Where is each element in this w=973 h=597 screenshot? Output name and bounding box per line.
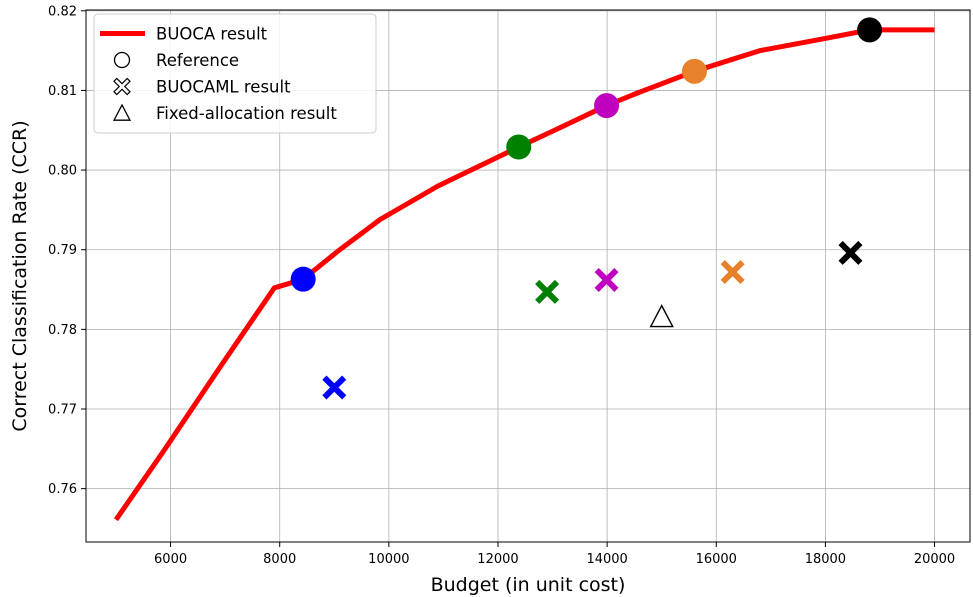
x-tick-label: 8000 [263, 552, 296, 567]
reference-point [857, 17, 883, 43]
legend-label: Fixed-allocation result [156, 104, 337, 123]
buocaml-point [720, 260, 745, 285]
reference-point [290, 266, 316, 292]
buocaml-point [322, 375, 347, 400]
y-tick-label: 0.79 [48, 243, 77, 258]
legend-circle-swatch [113, 51, 131, 69]
reference-point [594, 93, 620, 119]
x-tick-label: 10000 [368, 552, 409, 567]
grid-lines [86, 10, 970, 542]
legend-label: BUOCAML result [156, 78, 291, 97]
x-axis-label: Budget (in unit cost) [431, 574, 626, 596]
y-tick-label: 0.81 [48, 84, 77, 99]
y-axis-label: Correct Classification Rate (CCR) [9, 120, 31, 431]
y-tick-label: 0.78 [48, 323, 77, 338]
legend-x-swatch [113, 77, 131, 96]
reference-point [681, 58, 707, 84]
legend-box [93, 13, 377, 134]
x-axis-ticks: 6000 8000 10000 12000 14000 16000 18000 20000 [154, 542, 955, 567]
y-axis-ticks: 0.76 0.77 0.78 0.79 0.80 0.81 0.82 [48, 4, 86, 497]
buocaml-point [535, 279, 560, 304]
reference-point [506, 134, 532, 160]
x-tick-label: 6000 [154, 552, 187, 567]
x-tick-label: 14000 [586, 552, 627, 567]
y-tick-label: 0.82 [48, 4, 77, 19]
y-tick-label: 0.76 [48, 482, 77, 497]
legend-label: Reference [156, 51, 239, 70]
x-tick-label: 16000 [696, 552, 737, 567]
x-tick-label: 20000 [914, 552, 955, 567]
y-tick-label: 0.80 [48, 164, 77, 179]
plot-frame [85, 9, 971, 543]
legend-triangle-swatch [112, 103, 132, 121]
buocaml-point [594, 267, 619, 292]
x-tick-label: 18000 [805, 552, 846, 567]
y-tick-label: 0.77 [48, 403, 77, 418]
legend-label: BUOCA result [156, 25, 268, 44]
x-tick-label: 12000 [477, 552, 518, 567]
fixed-allocation-point [649, 304, 674, 328]
buocaml-point [838, 240, 863, 265]
legend: BUOCA result Reference BUOCAML result Fixed… [93, 13, 377, 134]
data-series [113, 17, 935, 522]
